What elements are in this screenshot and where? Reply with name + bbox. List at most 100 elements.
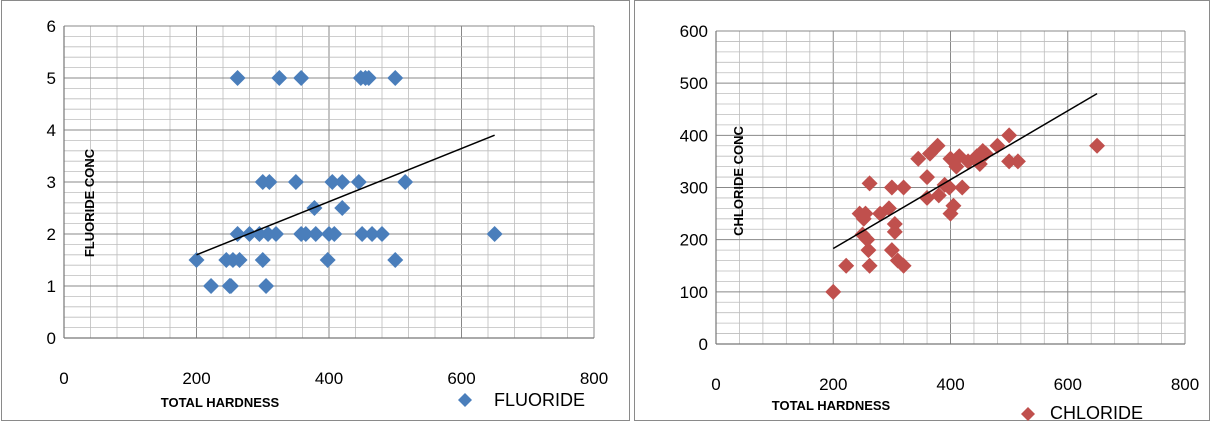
data-point [1001,127,1018,144]
x-tick-labels: 0 200 400 600 800 [711,375,1199,394]
x-axis-title: TOTAL HARDNESS [772,398,891,413]
data-point [334,174,351,190]
data-point [1009,153,1026,170]
data-point [977,145,994,162]
data-point [222,278,239,294]
data-point [989,137,1006,154]
data-points [188,70,503,294]
legend-marker [458,393,472,407]
data-point [895,257,912,274]
data-point [861,175,878,192]
data-point [872,205,889,222]
legend: CHLORIDE [1021,403,1143,422]
y-tick-label: 400 [680,126,708,145]
y-tick-label: 300 [680,179,708,198]
data-point [374,226,390,242]
data-point [954,179,971,196]
data-point [486,226,503,242]
y-tick-label: 500 [680,74,708,93]
data-point [203,278,220,294]
data-points [825,127,1106,300]
data-point [268,226,284,242]
data-point [883,179,900,196]
data-point [287,174,304,190]
x-tick-label: 0 [59,369,68,388]
data-point [929,137,946,154]
data-point [1089,137,1106,154]
data-point [360,70,377,86]
data-point [229,70,246,86]
data-point [254,252,271,268]
data-point [861,257,878,274]
legend-marker [1021,407,1035,421]
data-point [350,174,367,190]
data-point [930,187,947,204]
x-tick-label: 600 [447,369,475,388]
data-point [860,242,877,259]
y-tick-label: 6 [47,17,56,36]
data-point [919,169,936,186]
y-tick-label: 1 [47,277,56,296]
fluoride-chart: 0 1 2 3 4 5 6 0 200 400 600 800 FLUORIDE CONC TOTA… [47,17,609,410]
data-point [919,189,936,206]
data-point [838,257,855,274]
data-point [324,174,341,190]
data-point [960,153,977,170]
y-tick-label: 2 [47,225,56,244]
data-point [387,252,404,268]
data-point [229,226,246,242]
trendline [196,134,495,256]
y-tick-labels: 0 100 200 300 400 500 600 [680,22,708,354]
data-point [307,226,324,242]
data-point [261,174,278,190]
x-axis-title: TOTAL HARDNESS [161,395,280,410]
data-point [334,200,351,216]
data-point [857,205,874,222]
y-tick-label: 0 [47,329,56,348]
data-point [251,226,268,242]
y-tick-label: 600 [680,22,708,41]
data-point [188,252,205,268]
data-point [354,226,371,242]
x-tick-label: 200 [819,375,847,394]
legend: FLUORIDE [458,390,585,410]
data-point [293,70,310,86]
y-tick-label: 100 [680,283,708,302]
chloride-chart: 0 100 200 300 400 500 600 0 200 400 600 800 CHLORI… [680,22,1200,422]
data-point [945,197,962,214]
data-point [825,283,842,300]
y-tick-labels: 0 1 2 3 4 5 6 [47,17,56,348]
data-point [319,252,336,268]
data-point [859,231,876,248]
data-point [231,252,248,268]
data-point [910,150,927,167]
x-tick-label: 200 [182,369,210,388]
x-tick-labels: 0 200 400 600 800 [59,369,608,388]
x-tick-label: 400 [315,369,343,388]
trendline [832,92,1098,250]
fluoride-chart-panel: 0 1 2 3 4 5 6 0 200 400 600 800 FLUORIDE CONC TOTA… [1,0,630,421]
data-point [258,278,275,294]
data-point [880,200,897,217]
y-tick-label: 200 [680,231,708,250]
y-axis-title: CHLORIDE CONC [731,126,746,236]
y-tick-label: 4 [47,121,56,140]
data-point [895,179,912,196]
x-tick-label: 800 [1171,375,1199,394]
x-tick-label: 0 [711,375,720,394]
data-point [883,242,900,259]
y-tick-label: 0 [699,335,708,354]
x-tick-label: 800 [580,369,608,388]
data-point [364,226,381,242]
legend-label: FLUORIDE [494,390,585,410]
data-point [297,226,314,242]
legend-label: CHLORIDE [1050,403,1143,422]
data-point [397,174,414,190]
data-point [886,223,903,240]
data-point [326,226,343,242]
grid [715,30,1186,345]
data-point [1001,153,1018,170]
data-point [387,70,404,86]
x-tick-label: 600 [1054,375,1082,394]
y-tick-label: 5 [47,69,56,88]
